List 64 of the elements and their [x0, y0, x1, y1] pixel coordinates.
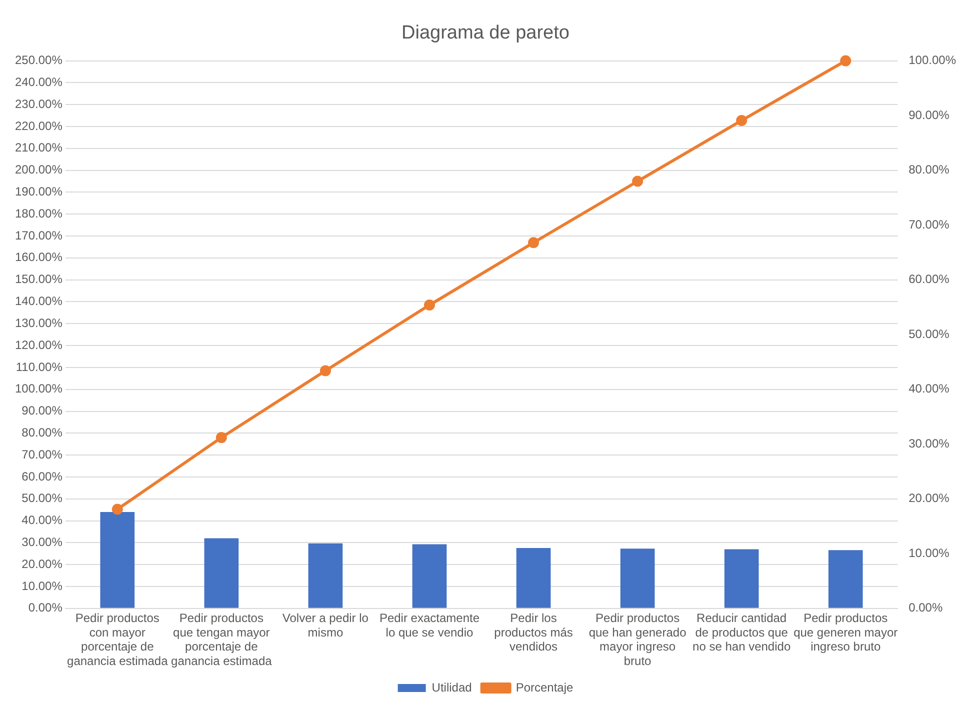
legend-label: Utilidad [432, 680, 472, 694]
y2-tick-label: 50.00% [908, 326, 950, 341]
y-tick-label: 200.00% [15, 162, 63, 177]
y-tick-label: 110.00% [16, 360, 63, 374]
x-tick-label: Pedir los productos más vendidos [494, 610, 573, 654]
y-tick-label: 80.00% [22, 425, 63, 440]
y-tick-label: 120.00% [15, 338, 63, 352]
point [528, 237, 540, 248]
bar [308, 543, 343, 608]
y2-tick-label: 40.00% [908, 382, 950, 396]
bar [516, 548, 551, 608]
x-tick-label: Pedir productos que generen mayor ingreso bruto [794, 610, 898, 654]
x-tick-label: Pedir exactamente lo que se vendio [379, 610, 480, 640]
y-tick-label: 60.00% [22, 469, 63, 484]
y-tick-label: 100.00% [15, 382, 63, 396]
y-tick-label: 130.00% [15, 316, 63, 330]
y-tick-label: 50.00% [22, 491, 63, 506]
y2-tick-label: 70.00% [908, 217, 950, 232]
x-tick-label: Pedir productos que han generado mayor ingreso bruto [588, 610, 687, 668]
y-tick-label: 0.00% [28, 600, 63, 615]
bar [828, 550, 863, 608]
x-tick-label: Reducir cantidad de productos que no se han vendido [692, 610, 791, 654]
y-tick-label: 170.00% [15, 228, 63, 242]
y-tick-label: 90.00% [22, 404, 63, 418]
y2-tick-label: 90.00% [908, 108, 950, 122]
y2-tick-label: 60.00% [908, 272, 950, 286]
x-tick-label: Volver a pedir lo mismo [282, 610, 369, 640]
y-tick-label: 10.00% [22, 578, 63, 593]
y2-tick-label: 10.00% [908, 546, 950, 560]
point [216, 432, 227, 444]
y-tick-label: 180.00% [15, 206, 63, 220]
y-tick-label: 190.00% [15, 184, 63, 199]
point [632, 176, 644, 187]
y2-tick-label: 20.00% [908, 491, 950, 506]
y-tick-label: 230.00% [15, 96, 63, 111]
bar [412, 544, 447, 608]
bar [100, 512, 135, 608]
y2-tick-label: 30.00% [908, 436, 950, 450]
x-tick-label: Pedir productos que tengan mayor porcentaje de ganancia estimada [171, 610, 272, 668]
y-tick-label: 40.00% [22, 513, 63, 528]
y-tick-label: 210.00% [15, 140, 63, 155]
point [112, 504, 123, 515]
point [840, 55, 852, 66]
chart-title: Diagrama de pareto [402, 22, 570, 44]
y-tick-label: 220.00% [15, 118, 63, 133]
y2-tick-label: 100.00% [908, 53, 956, 68]
y-tick-label: 160.00% [15, 250, 63, 264]
bar [620, 548, 655, 608]
bar [204, 538, 239, 608]
y-tick-label: 250.00% [15, 53, 63, 68]
y-tick-label: 30.00% [22, 535, 63, 549]
legend-label: Porcentaje [516, 680, 574, 694]
y2-tick-label: 80.00% [908, 162, 950, 177]
y2-tick-label: 0.00% [908, 600, 943, 615]
y-tick-label: 20.00% [22, 556, 63, 571]
x-tick-label: Pedir productos con mayor porcentaje de ganancia estimada [67, 610, 168, 668]
point [320, 365, 331, 376]
y-tick-label: 140.00% [15, 294, 63, 308]
y-tick-label: 240.00% [15, 75, 63, 90]
y-tick-label: 70.00% [22, 447, 63, 462]
y-tick-label: 150.00% [15, 272, 63, 286]
point [424, 300, 435, 311]
bar [724, 549, 759, 608]
point [736, 114, 748, 126]
